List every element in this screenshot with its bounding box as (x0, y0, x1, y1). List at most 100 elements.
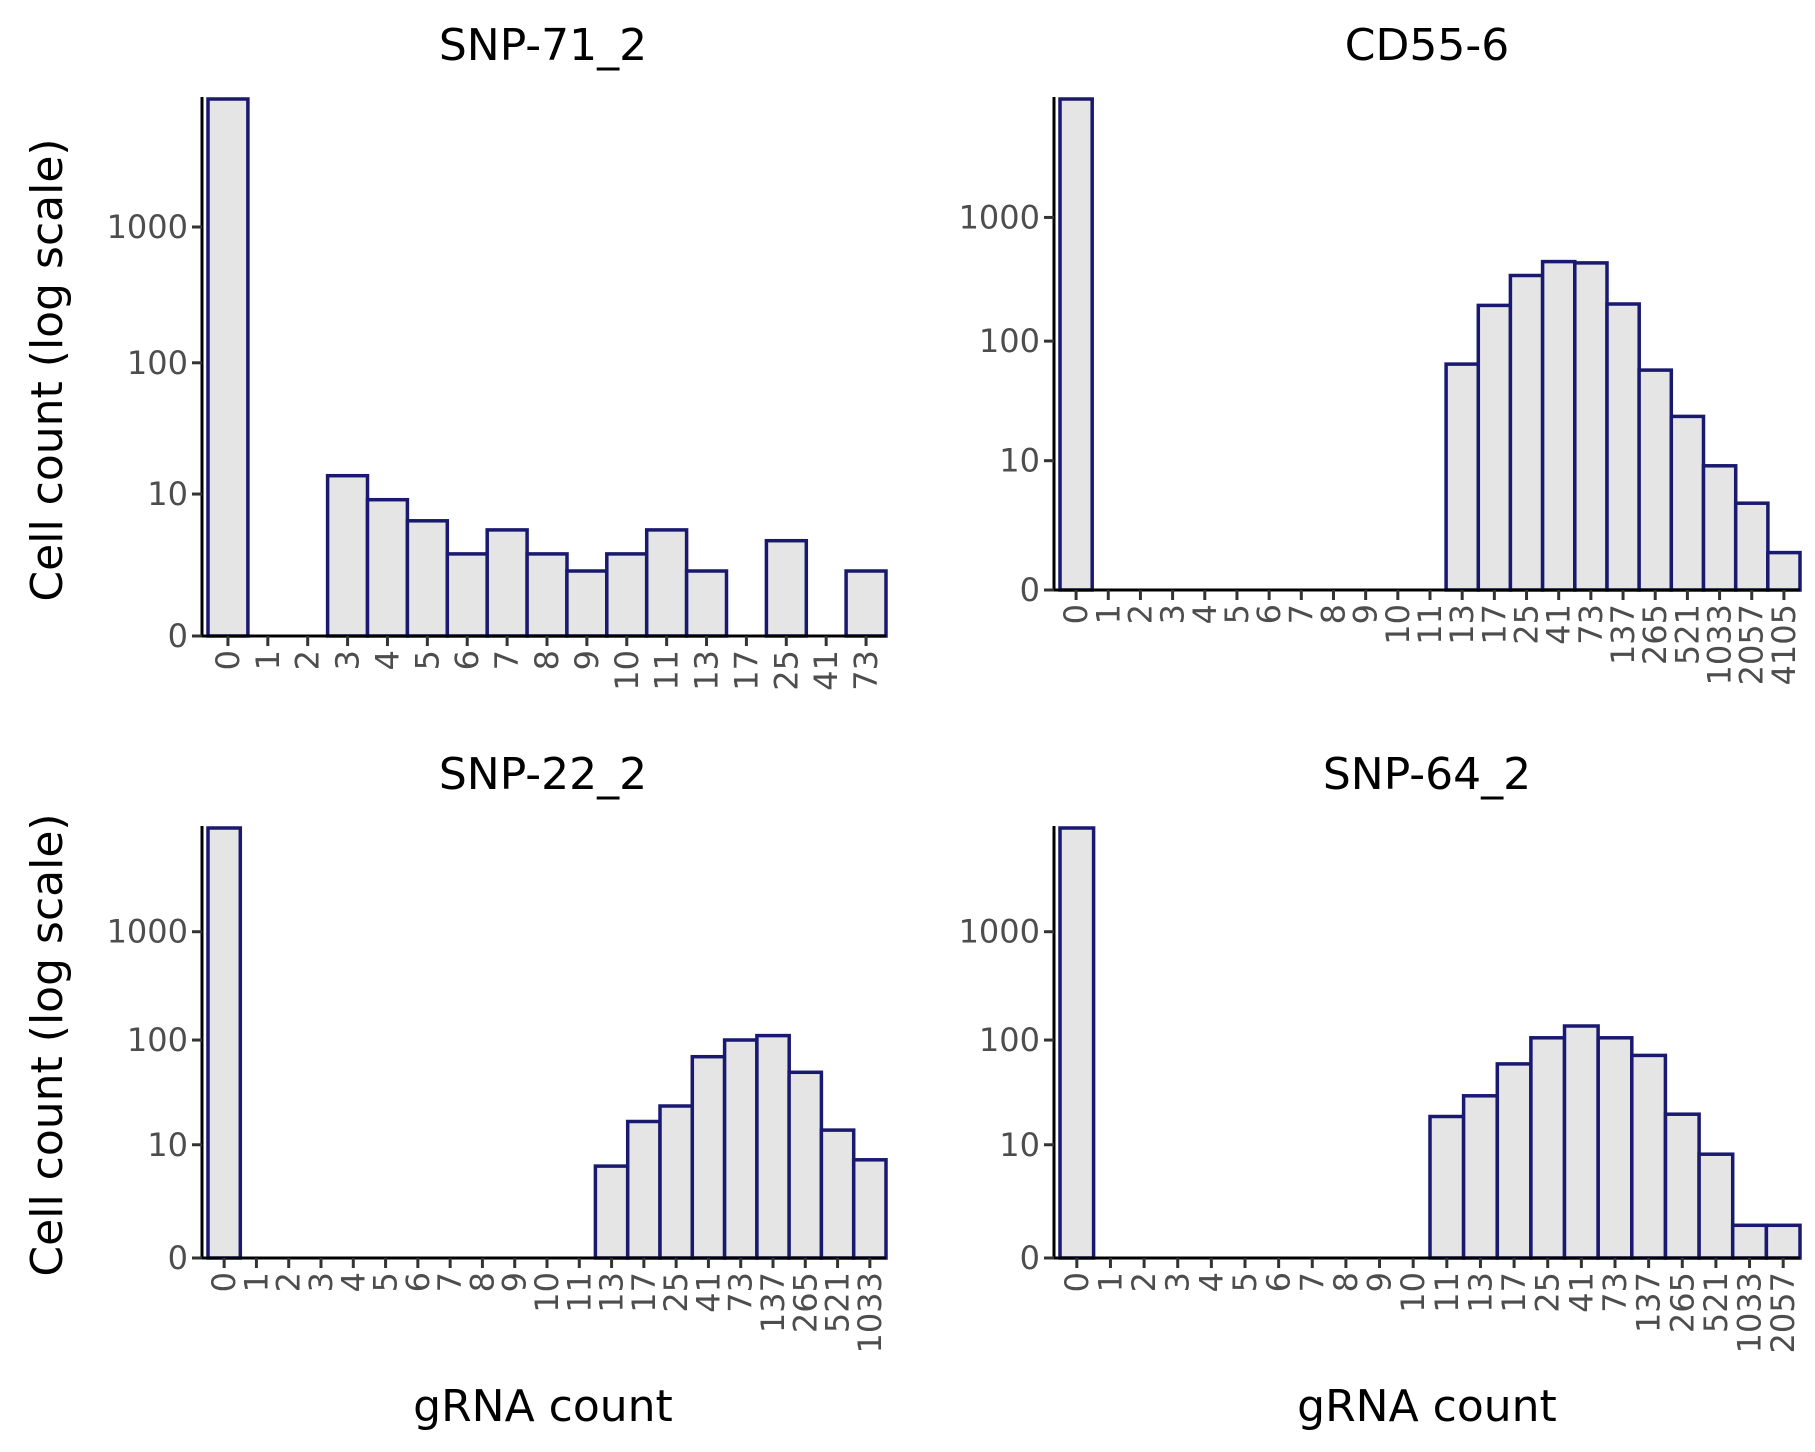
bar (1540, 259, 1577, 592)
x-tick-label: 10 (608, 650, 646, 691)
bar (764, 538, 809, 638)
x-tick-label: 2057 (1764, 1272, 1802, 1353)
x-tick-label: 13 (1462, 1272, 1500, 1313)
bar (593, 1164, 630, 1260)
x-tick-label: 7 (488, 650, 526, 670)
bar (1596, 1036, 1634, 1260)
bar (1766, 550, 1802, 592)
x-tick-label: 2 (1121, 604, 1159, 624)
y-tick-label: 10 (147, 475, 188, 513)
y-tick-label: 0 (1020, 1239, 1040, 1277)
panel-3: SNP-22_201010010000123456789101113172541… (107, 749, 889, 1353)
y-tick-label: 100 (979, 1021, 1040, 1059)
y-tick-label: 10 (999, 442, 1040, 480)
x-tick-label: 137 (754, 1272, 792, 1333)
bar (405, 519, 450, 638)
y-tick-label: 10 (999, 1126, 1040, 1164)
bar (844, 569, 888, 638)
bar (1733, 501, 1770, 592)
x-tick-label: 3 (1154, 604, 1192, 624)
bar (485, 528, 529, 638)
bar (851, 1158, 888, 1260)
x-tick-label: 265 (1636, 604, 1674, 665)
x-tick-label: 8 (1315, 604, 1353, 624)
y-tick-label: 100 (979, 322, 1040, 360)
bar (1663, 1112, 1701, 1260)
bar (365, 497, 410, 638)
x-tick-label: 11 (1411, 604, 1449, 645)
bar (684, 569, 729, 638)
x-tick-label: 7 (431, 1272, 469, 1292)
x-tick-label: 41 (1562, 1272, 1600, 1313)
x-tick-label: 137 (1630, 1272, 1668, 1333)
bar (1630, 1053, 1668, 1260)
x-tick-label: 521 (1668, 604, 1706, 665)
x-tick-label: 3 (329, 650, 367, 670)
x-tick-label: 11 (560, 1272, 598, 1313)
x-tick-label: 5 (1226, 1272, 1264, 1292)
x-tick-label: 5 (408, 650, 446, 670)
bar (625, 1119, 662, 1260)
x-axis-title-left: gRNA count (413, 1381, 673, 1432)
x-tick-label: 13 (688, 650, 726, 691)
bar (605, 552, 649, 638)
panel-title: SNP-71_2 (439, 20, 647, 71)
y-tick-label: 1000 (107, 913, 188, 951)
x-tick-label: 8 (528, 650, 566, 670)
x-tick-label: 17 (625, 1272, 663, 1313)
x-tick-label: 1033 (851, 1272, 889, 1353)
y-tick-label: 100 (127, 344, 188, 382)
x-tick-label: 9 (1347, 604, 1385, 624)
y-axis-title-bottom: Cell count (log scale) (22, 813, 73, 1276)
x-tick-label: 73 (1596, 1272, 1634, 1313)
bar (1476, 303, 1513, 592)
x-tick-label: 0 (1057, 604, 1095, 624)
x-tick-label: 0 (205, 1272, 243, 1292)
x-tick-label: 1 (237, 1272, 275, 1292)
x-tick-label: 8 (1327, 1272, 1365, 1292)
bar (819, 1128, 856, 1260)
x-tick-label: 4 (334, 1272, 372, 1292)
x-tick-label: 521 (819, 1272, 857, 1333)
x-tick-label: 5 (1218, 604, 1256, 624)
x-tick-label: 1033 (1731, 1272, 1769, 1353)
bar (445, 552, 489, 638)
x-tick-label: 2057 (1733, 604, 1771, 685)
x-tick-label: 8 (463, 1272, 501, 1292)
x-tick-label: 1033 (1701, 604, 1739, 685)
y-tick-label: 100 (127, 1021, 188, 1059)
x-tick-label: 25 (1529, 1272, 1567, 1313)
y-axis-title-top: Cell count (log scale) (22, 138, 73, 601)
bar (1495, 1062, 1533, 1260)
bar (690, 1054, 727, 1260)
x-tick-label: 2 (270, 1272, 308, 1292)
x-tick-label: 2 (289, 650, 327, 670)
x-tick-label: 73 (1572, 604, 1610, 645)
bar (1730, 1223, 1769, 1260)
x-tick-label: 265 (1663, 1272, 1701, 1333)
x-tick-label: 6 (448, 650, 486, 670)
bar (1605, 302, 1641, 592)
bar (1058, 97, 1094, 592)
x-tick-label: 10 (528, 1272, 566, 1313)
x-tick-label: 17 (1495, 1272, 1533, 1313)
x-tick-label: 73 (722, 1272, 760, 1313)
bar (755, 1033, 791, 1260)
x-tick-label: 11 (648, 650, 686, 691)
y-tick-label: 0 (168, 1239, 188, 1277)
bar (1562, 1024, 1600, 1260)
x-tick-label: 25 (767, 650, 805, 691)
y-tick-label: 10 (147, 1126, 188, 1164)
bar (644, 528, 689, 638)
x-tick-label: 7 (1282, 604, 1320, 624)
x-tick-label: 41 (689, 1272, 727, 1313)
x-tick-label: 17 (727, 650, 765, 691)
x-tick-label: 3 (302, 1272, 340, 1292)
x-tick-label: 6 (1260, 1272, 1298, 1292)
x-tick-label: 0 (209, 650, 247, 670)
bar (206, 826, 243, 1260)
bar (658, 1104, 695, 1260)
x-tick-label: 7 (1293, 1272, 1331, 1292)
